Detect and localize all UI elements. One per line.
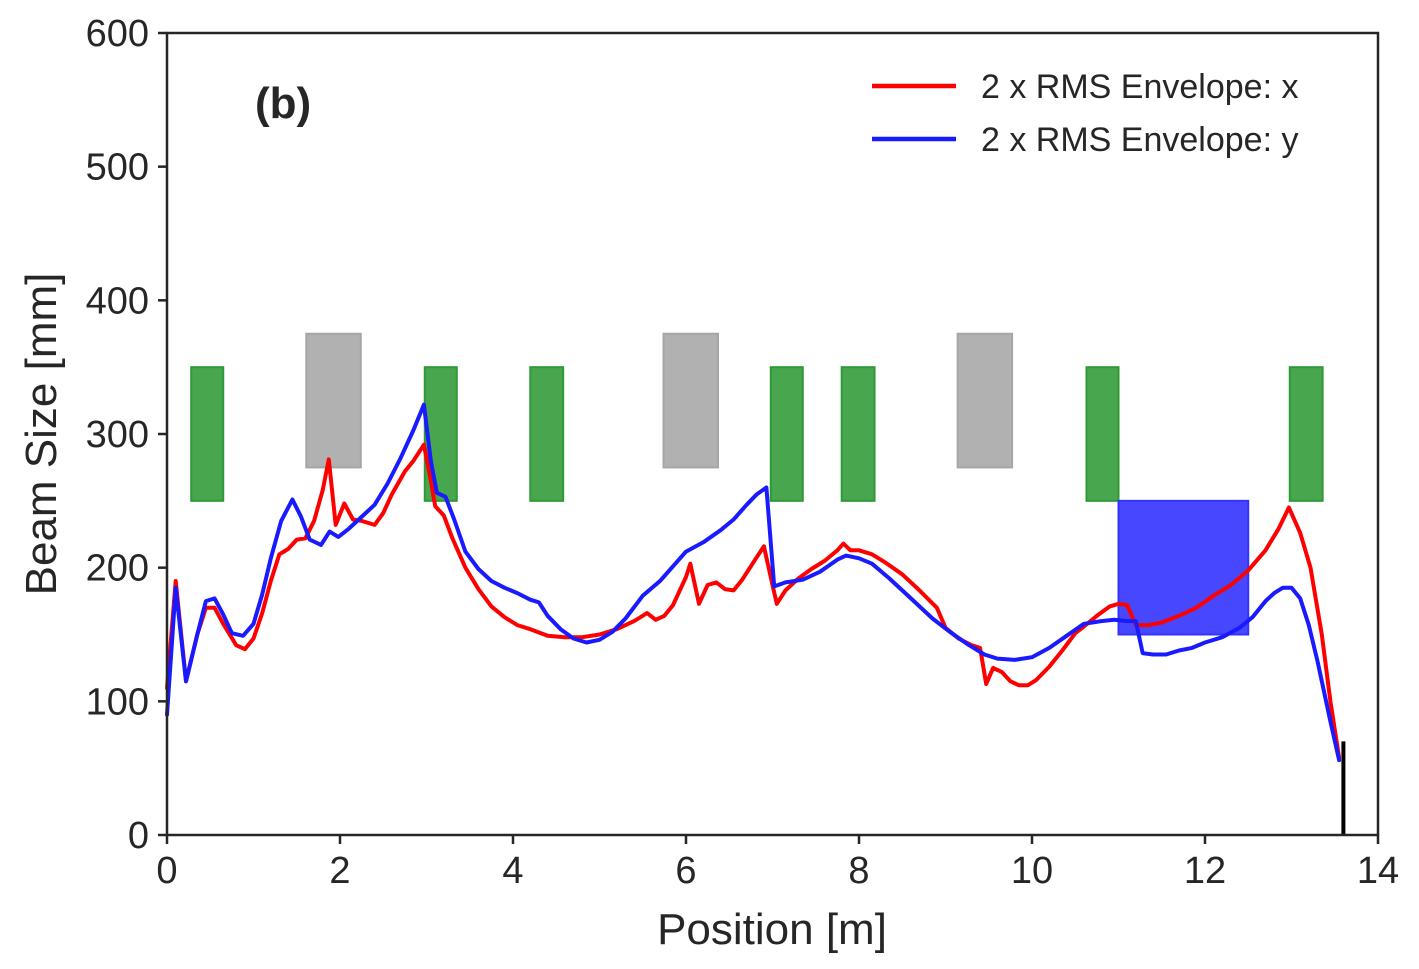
x-axis-label: Position [m] — [657, 905, 887, 954]
panel-label: (b) — [255, 79, 311, 128]
lattice-element-dipole-1 — [305, 332, 362, 469]
lattice-element-dipole-4 — [662, 332, 720, 469]
lattice-element-focusing-6 — [840, 366, 876, 502]
y-tick-label: 100 — [86, 681, 149, 723]
lattice-element-focusing-0 — [190, 366, 225, 502]
y-tick-label: 600 — [86, 13, 149, 55]
y-tick-label: 0 — [128, 815, 149, 857]
legend-label-x: 2 x RMS Envelope: x — [981, 68, 1298, 106]
x-tick-label: 12 — [1184, 850, 1226, 892]
series-line-x — [165, 442, 1342, 760]
x-tick-label: 6 — [675, 850, 696, 892]
x-tick-label: 8 — [848, 850, 869, 892]
lattice-element-dipole-7 — [956, 332, 1014, 469]
x-tick-label: 14 — [1357, 850, 1399, 892]
lattice-element-focusing-8 — [1085, 366, 1120, 502]
legend-label-y: 2 x RMS Envelope: y — [981, 121, 1298, 159]
y-axis-label: Beam Size [mm] — [17, 273, 66, 596]
x-tick-label: 10 — [1011, 850, 1053, 892]
x-axis-ticks: 0 2 4 6 8 10 12 14 — [156, 835, 1399, 892]
lattice-element-focusing-5 — [769, 366, 804, 502]
series-line-y — [165, 402, 1342, 763]
y-axis-ticks: 0 100 200 300 400 500 600 — [86, 13, 167, 857]
x-tick-label: 2 — [329, 850, 350, 892]
x-tick-label: 0 — [156, 850, 177, 892]
legend: 2 x RMS Envelope: x 2 x RMS Envelope: y — [872, 68, 1298, 159]
y-tick-label: 200 — [86, 548, 149, 590]
y-tick-label: 400 — [86, 280, 149, 322]
y-tick-label: 500 — [86, 147, 149, 189]
lattice-element-focusing-3 — [529, 366, 565, 502]
lattice-element-focusing-10 — [1288, 366, 1324, 502]
envelope-series — [165, 402, 1342, 763]
x-tick-label: 4 — [502, 850, 523, 892]
y-tick-label: 300 — [86, 414, 149, 456]
